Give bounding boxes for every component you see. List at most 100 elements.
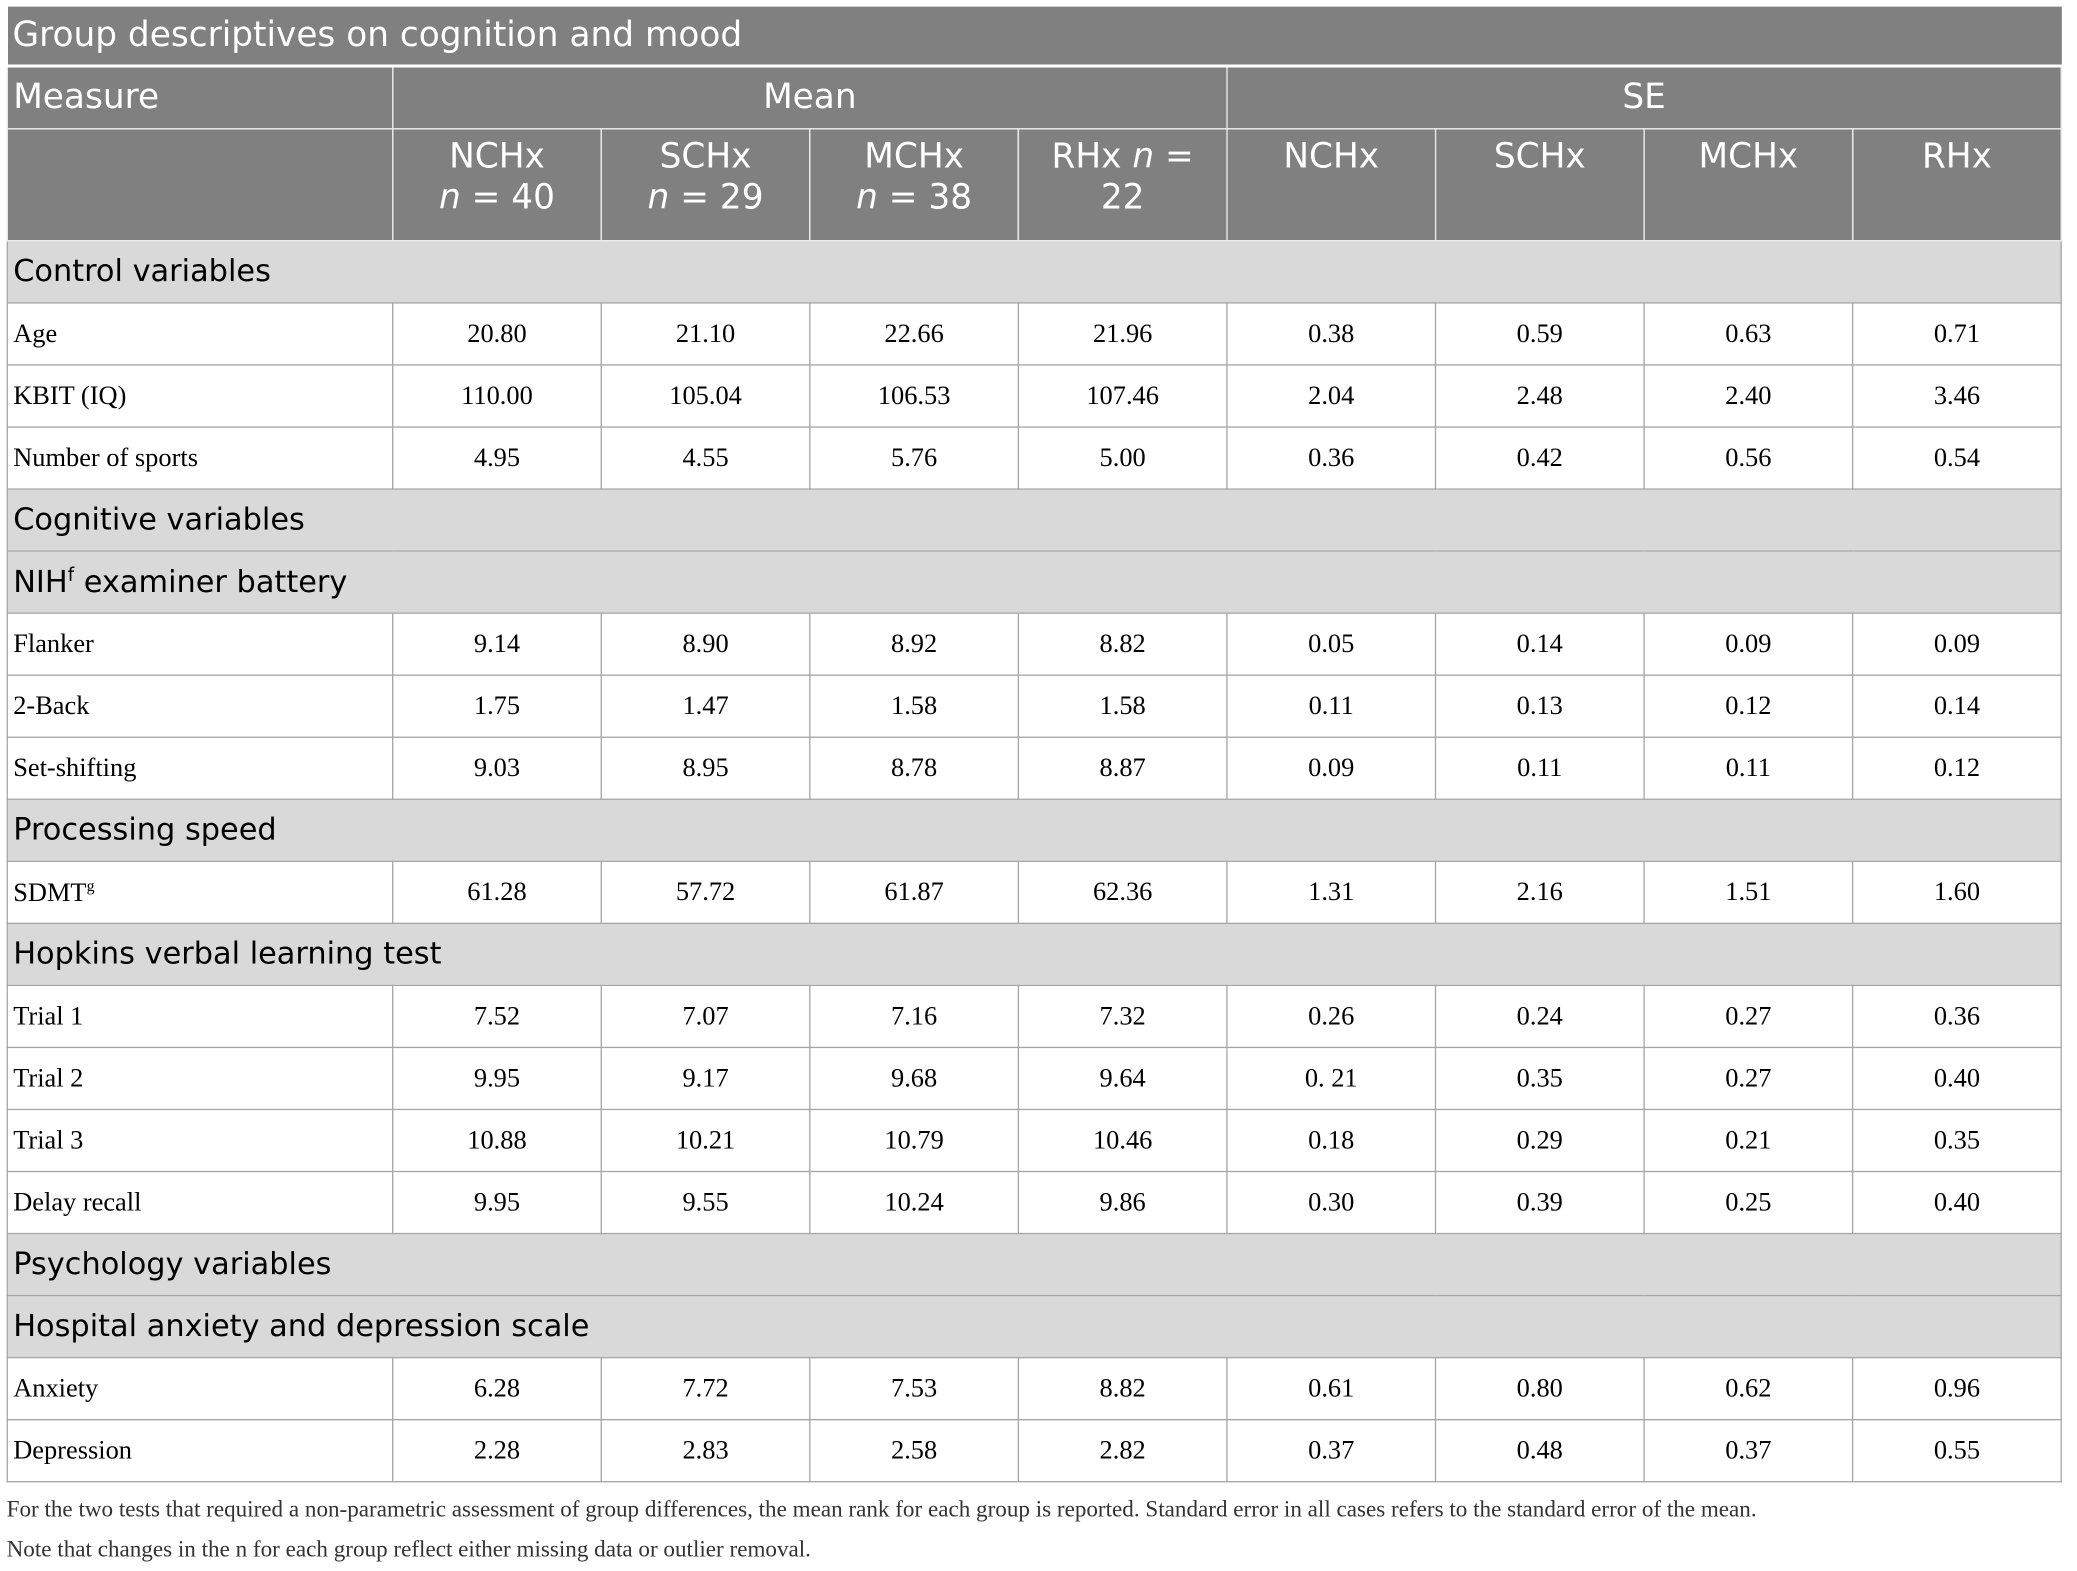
measure-header: Measure — [6, 65, 394, 130]
value-cell: 62.36 — [1017, 860, 1228, 925]
row-label-cell: Trial 1 — [6, 984, 394, 1049]
value-cell: 0.12 — [1851, 736, 2062, 800]
value-cell: 2.28 — [392, 1419, 602, 1483]
value-cell: 6.28 — [392, 1356, 602, 1421]
value-cell: 9.17 — [600, 1046, 811, 1111]
footnote: For the two tests that required a non-pa… — [7, 1489, 1757, 1568]
value-cell: 1.31 — [1226, 860, 1437, 925]
row-label: Depression — [13, 1435, 132, 1465]
value-cell: 0.29 — [1434, 1108, 1645, 1173]
row-label: Trial 3 — [13, 1125, 84, 1155]
section-title: Cognitive variables — [13, 502, 305, 538]
section-row: NIHf examiner battery — [6, 550, 2062, 614]
value-cell: 1.47 — [600, 674, 811, 738]
section-title: Psychology variables — [13, 1247, 332, 1282]
value-cell: 0.36 — [1226, 426, 1437, 490]
value-cell: 0.38 — [1226, 302, 1437, 366]
value-cell: 0.80 — [1434, 1356, 1645, 1421]
data-row: KBIT (IQ) 110.00 105.04 106.53 107.46 2.04 2.4… — [6, 364, 2062, 428]
value-cell: 8.78 — [809, 736, 1020, 800]
value-cell: 0.25 — [1643, 1170, 1854, 1235]
section-title-rest: examiner battery — [74, 565, 348, 600]
value-cell: 61.28 — [392, 860, 602, 925]
value-cell: 4.95 — [392, 426, 602, 490]
section-title: Processing speed — [13, 813, 277, 848]
mean-header: Mean — [392, 65, 1228, 130]
value-cell: 8.90 — [600, 612, 811, 676]
value-cell: 0.42 — [1434, 426, 1645, 490]
row-label: Anxiety — [13, 1373, 99, 1403]
n-count: = 38 — [877, 178, 973, 218]
group-name: RHx — [1051, 137, 1133, 177]
value-cell: 0.14 — [1851, 674, 2062, 738]
section-row: Control variables — [6, 240, 2062, 304]
n-symbol: n — [438, 178, 461, 218]
value-cell: 2.58 — [809, 1419, 1020, 1483]
empty-header — [6, 128, 394, 242]
value-cell: 0.56 — [1643, 426, 1854, 490]
data-row: Flanker 9.14 8.90 8.92 8.82 0.05 0.14 0.09 0.09 — [6, 612, 2062, 676]
value-cell: 7.07 — [600, 984, 811, 1049]
value-cell: 0.37 — [1226, 1419, 1437, 1483]
value-cell: 0.30 — [1226, 1170, 1437, 1235]
value-cell: 2.16 — [1434, 860, 1645, 925]
section-title: Control variables — [13, 254, 271, 290]
row-label-cell: 2-Back — [6, 674, 394, 738]
value-cell: 0.71 — [1851, 302, 2062, 366]
data-row: Set-shifting 9.03 8.95 8.78 8.87 0.09 0.11 0.11… — [6, 736, 2062, 800]
section-cell: Processing speed — [6, 798, 2062, 862]
value-cell: 9.95 — [392, 1170, 602, 1235]
value-cell: 5.00 — [1017, 426, 1228, 490]
n-count: = 29 — [669, 178, 764, 218]
group-header: NCHx n = 40 — [392, 128, 602, 242]
value-cell: 2.82 — [1017, 1419, 1228, 1483]
group-name: SCHx — [1493, 137, 1586, 177]
row-label-cell: Flanker — [6, 612, 394, 676]
value-cell: 0.12 — [1643, 674, 1854, 738]
value-cell: 10.21 — [600, 1108, 811, 1173]
superscript: f — [67, 564, 75, 586]
n-symbol: n — [647, 178, 670, 218]
data-row: Trial 3 10.88 10.21 10.79 10.46 0.18 0.29 0.21 0… — [6, 1108, 2062, 1173]
section-cell: Cognitive variables — [6, 488, 2062, 552]
value-cell: 10.79 — [809, 1108, 1020, 1173]
section-cell: Hospital anxiety and depression scale — [6, 1294, 2062, 1359]
value-cell: 2.04 — [1226, 364, 1437, 428]
value-cell: 57.72 — [600, 860, 811, 925]
group-header: RHx n = 22 — [1017, 128, 1228, 242]
value-cell: 9.68 — [809, 1046, 1020, 1111]
n-count: = 22 — [1100, 137, 1194, 218]
value-cell: 21.10 — [600, 302, 811, 366]
row-label: Age — [13, 318, 58, 348]
value-cell: 0.54 — [1851, 426, 2062, 490]
value-cell: 0.37 — [1643, 1419, 1854, 1483]
value-cell: 9.64 — [1017, 1046, 1228, 1111]
value-cell: 8.95 — [600, 736, 811, 800]
value-cell: 8.82 — [1017, 612, 1228, 676]
section-row: Psychology variables — [6, 1232, 2062, 1297]
value-cell: 9.95 — [392, 1046, 602, 1111]
value-cell: 0.13 — [1434, 674, 1645, 738]
value-cell: 0.35 — [1851, 1108, 2062, 1173]
group-header: MCHx — [1643, 128, 1854, 242]
value-cell: 2.48 — [1434, 364, 1645, 428]
row-label-cell: Set-shifting — [6, 736, 394, 800]
value-cell: 1.58 — [809, 674, 1020, 738]
data-row: Trial 1 7.52 7.07 7.16 7.32 0.26 0.24 0.27 0.36 — [6, 984, 2062, 1049]
value-cell: 0.63 — [1643, 302, 1854, 366]
section-row: Hospital anxiety and depression scale — [6, 1294, 2062, 1359]
value-cell: 0.27 — [1643, 1046, 1854, 1111]
group-header: NCHx — [1226, 128, 1437, 242]
value-cell: 0.14 — [1434, 612, 1645, 676]
value-cell: 22.66 — [809, 302, 1020, 366]
value-cell: 0.09 — [1226, 736, 1437, 800]
row-label-cell: KBIT (IQ) — [6, 364, 394, 428]
value-cell: 0.40 — [1851, 1170, 2062, 1235]
value-cell: 7.72 — [600, 1356, 811, 1421]
data-row: Age 20.80 21.10 22.66 21.96 0.38 0.59 0.63 0.71 — [6, 302, 2062, 366]
group-name: MCHx — [864, 137, 964, 177]
group-header-row: NCHx n = 40 SCHx n = 29 MCHx n = 38 RHx n = 22… — [6, 128, 2062, 242]
section-row: Processing speed — [6, 798, 2062, 862]
row-label: Number of sports — [13, 442, 198, 472]
value-cell: 8.87 — [1017, 736, 1228, 800]
